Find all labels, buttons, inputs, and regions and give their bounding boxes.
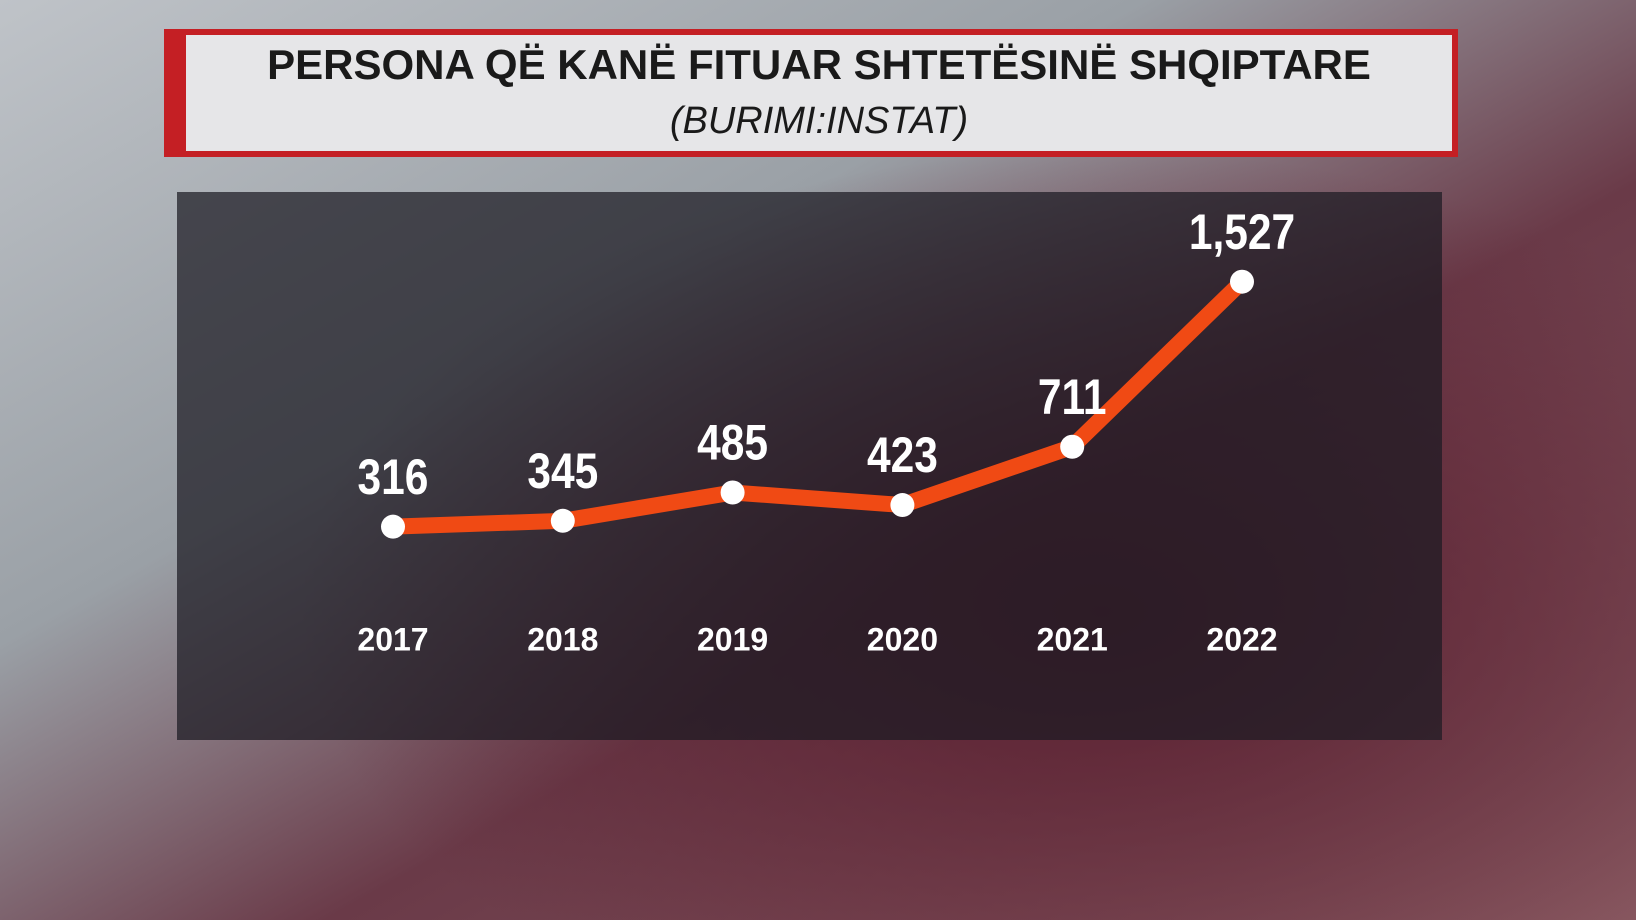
data-point — [381, 514, 405, 539]
data-point — [1230, 269, 1254, 294]
title-box — [186, 35, 1452, 151]
data-label: 345 — [527, 443, 598, 499]
data-label: 485 — [697, 414, 768, 470]
data-label: 711 — [1038, 369, 1107, 425]
x-tick-label: 2017 — [357, 621, 428, 657]
x-tick-label: 2019 — [697, 621, 768, 657]
data-label: 316 — [358, 449, 429, 505]
chart-title: PERSONA QË KANË FITUAR SHTETËSINË SHQIPT… — [267, 41, 1371, 88]
x-tick-label: 2018 — [527, 621, 598, 657]
data-point — [550, 508, 575, 533]
data-point — [720, 480, 745, 505]
data-point — [890, 493, 915, 518]
x-tick-label: 2022 — [1206, 621, 1277, 657]
data-point — [1060, 434, 1085, 459]
data-label: 1,527 — [1189, 204, 1295, 260]
data-label: 423 — [867, 427, 938, 483]
data-line — [385, 273, 1250, 535]
chart-subtitle: (BURIMI:INSTAT) — [670, 100, 968, 142]
x-tick-label: 2020 — [867, 621, 938, 657]
x-tick-label: 2021 — [1037, 621, 1108, 657]
